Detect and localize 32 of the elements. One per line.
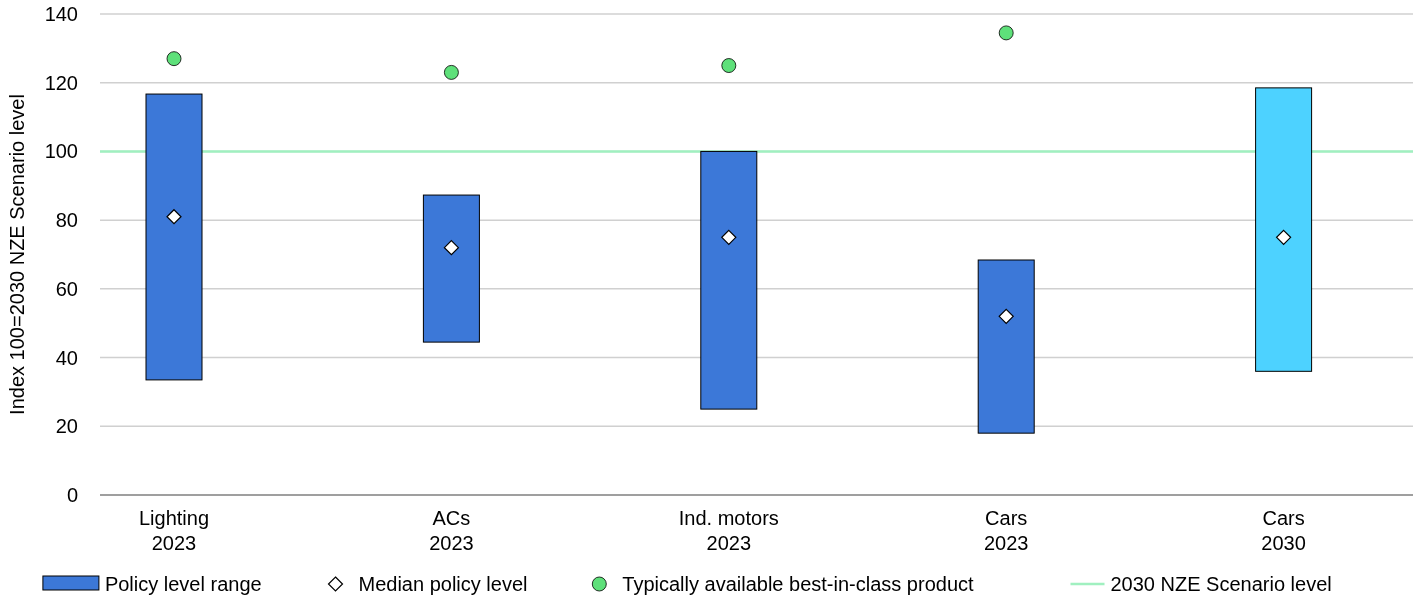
x-tick-label: Cars 2030 xyxy=(1261,507,1306,554)
point xyxy=(443,240,459,256)
y-tick-label: 20 xyxy=(55,415,78,438)
y-tick-label: 100 xyxy=(44,140,78,163)
bar xyxy=(700,150,758,410)
bar xyxy=(977,259,1035,434)
x-tick-label: Lighting 2023 xyxy=(138,507,210,554)
y-tick-label: 80 xyxy=(55,209,78,232)
point xyxy=(721,58,737,73)
y-tick-label: 0 xyxy=(66,484,78,506)
y-tick-label: 120 xyxy=(44,71,78,94)
point xyxy=(998,25,1014,41)
x-tick-label: Cars 2023 xyxy=(983,507,1029,554)
bar xyxy=(422,194,480,343)
bar xyxy=(1255,87,1313,372)
x-tick-label: Ind. motors 2023 xyxy=(678,507,779,554)
legend-label: Typically available best-in-class product xyxy=(622,573,975,595)
point xyxy=(721,229,737,245)
x-tick-label: ACs 2023 xyxy=(429,507,474,554)
point xyxy=(998,308,1014,324)
legend-label: Policy level range xyxy=(104,573,262,595)
legend-label: Median policy level xyxy=(358,573,528,595)
y-tick-label: 40 xyxy=(55,346,78,369)
point xyxy=(1276,229,1292,245)
legend-label: 2030 NZE Scenario level xyxy=(1110,573,1332,595)
point xyxy=(444,65,459,80)
point xyxy=(166,209,182,225)
y-tick-label: 60 xyxy=(55,277,78,300)
y-tick-label: 140 xyxy=(44,3,78,25)
bar xyxy=(145,93,203,381)
point xyxy=(166,51,182,67)
y-axis-title: Index 100=2030 NZE Scenario level xyxy=(6,94,28,415)
